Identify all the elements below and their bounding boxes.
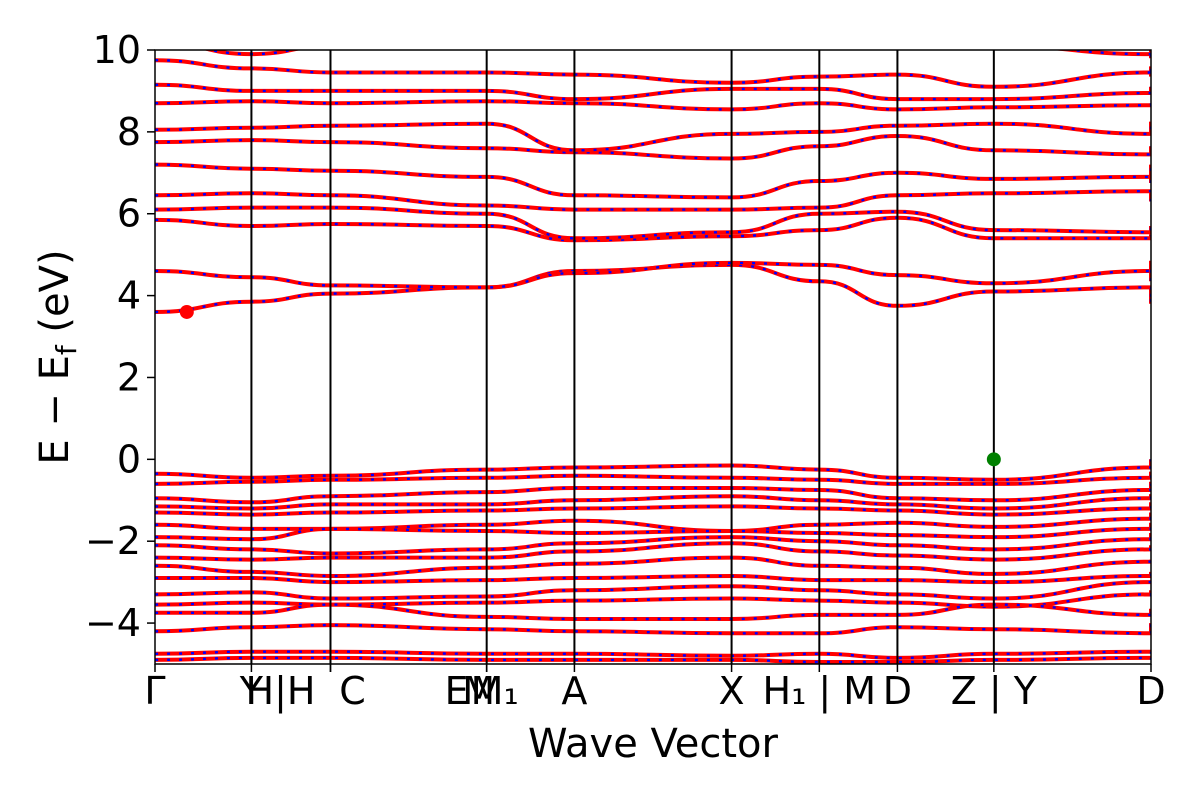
band-line-red — [155, 58, 1151, 89]
band-lines — [155, 50, 1151, 664]
y-tick-label: −4 — [85, 601, 141, 645]
x-axis-title: Wave Vector — [528, 721, 779, 767]
k-point-label: D — [1136, 669, 1165, 713]
band-line-blue — [155, 556, 1151, 578]
y-tick-label: 4 — [117, 274, 141, 318]
k-point-label: M — [462, 669, 495, 713]
band-line-blue — [155, 263, 1151, 314]
band-edge-point — [986, 452, 1001, 467]
band-line-red — [155, 133, 1151, 161]
k-point-label: D — [883, 669, 912, 713]
band-line-red — [155, 655, 1151, 664]
k-point-label: X — [719, 669, 745, 713]
y-axis-ticks: −4 −2 0 2 4 6 8 10 — [85, 28, 155, 645]
k-point-label: M₁ — [471, 669, 519, 713]
band-line-blue — [155, 99, 1151, 111]
k-point-label: C — [339, 669, 366, 713]
k-point-label: Γ — [144, 669, 165, 713]
k-point-label: A — [561, 669, 587, 713]
band-line-blue — [155, 650, 1151, 660]
band-line-blue — [155, 206, 1151, 240]
k-point-label: H₁ | M — [763, 669, 877, 714]
k-point-label: E — [445, 669, 469, 713]
high-symmetry-lines — [250, 50, 995, 664]
k-point-label: H|H — [246, 669, 316, 714]
y-axis-title: E − Ef (eV) — [32, 249, 83, 464]
y-tick-label: 10 — [93, 28, 141, 72]
y-tick-label: 2 — [117, 355, 141, 399]
band-line-red — [155, 99, 1151, 112]
band-line-red — [155, 260, 1151, 290]
y-axis-title-unit: (eV) — [32, 249, 78, 345]
band-edge-point — [179, 304, 194, 319]
plot-frame — [154, 49, 1152, 665]
band-line-red — [155, 121, 1151, 153]
y-axis-title-sub: f — [50, 344, 83, 355]
k-point-label: Z | Y — [951, 669, 1038, 714]
y-axis-title-main: E − E — [32, 355, 78, 465]
band-line-red — [155, 262, 1151, 314]
k-point-label: Y — [239, 669, 264, 713]
band-line-red — [155, 623, 1151, 636]
y-tick-label: 8 — [117, 110, 141, 154]
band-line-blue — [155, 216, 1151, 242]
y-tick-label: 0 — [117, 437, 141, 481]
band-line-blue — [155, 571, 1151, 584]
band-edge-markers — [179, 304, 1001, 467]
y-tick-label: 6 — [117, 192, 141, 236]
y-tick-label: −2 — [85, 519, 141, 563]
band-line-blue — [155, 134, 1151, 160]
